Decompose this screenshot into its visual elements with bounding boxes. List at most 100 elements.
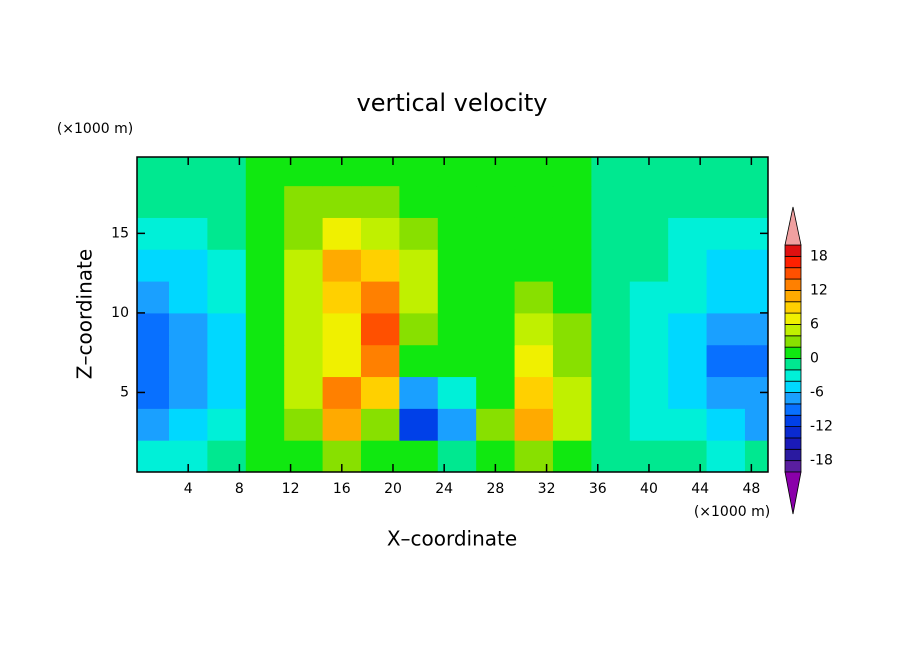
contour-cell [245,217,285,250]
contour-cell [245,312,285,346]
contour-cell [668,440,708,473]
contour-cell [591,408,631,441]
contour-cell [668,249,708,282]
contour-cell [514,217,554,250]
contour-cell [744,440,769,473]
colorbar-box [784,312,802,325]
colorbar-box [784,392,802,405]
contour-cell [629,408,669,441]
contour-cell [552,185,592,218]
contour-cell [284,376,324,409]
colorbar-box [784,369,802,382]
contour-cell [706,157,746,187]
contour-cell [322,376,362,409]
colorbar-box [784,278,802,291]
contour-cell [322,312,362,346]
colorbar-box [784,414,802,428]
contour-cell [168,344,208,378]
contour-cell [399,440,439,473]
contour-cell [322,249,362,282]
x-tick-label: 40 [640,481,658,497]
contour-cell [476,217,516,250]
contour-cell [137,157,170,187]
y-axis-label: Z–coordinate [73,249,97,379]
contour-cell [476,312,516,346]
colorbar-box [784,460,802,473]
colorbar-label: -18 [810,453,833,469]
contour-cell [476,249,516,282]
contour-cell [245,157,285,187]
contour-cell [552,312,592,346]
x-tick-label: 4 [184,481,193,497]
colorbar-box [784,358,802,371]
colorbar-label: 18 [810,248,828,264]
x-tick-label: 20 [384,481,402,497]
contour-cell [552,217,592,250]
contour-cell [284,185,324,218]
contour-cell [360,157,400,187]
contour-cell [168,408,208,441]
contour-cell [476,344,516,378]
contour-cell [168,281,208,314]
contour-cell [399,376,439,409]
contour-cell [668,217,708,250]
contour-cell [668,408,708,441]
y-tick-label: 10 [111,305,129,321]
contour-cell [245,185,285,218]
contour-cell [322,408,362,441]
contour-cell [437,312,477,346]
x-tick-label: 12 [282,481,300,497]
contour-cell [514,440,554,473]
x-tick-label: 28 [486,481,504,497]
contour-cell [360,440,400,473]
contour-cell [360,408,400,441]
contour-cell [207,312,247,346]
contour-cell [245,281,285,314]
contour-cell [552,281,592,314]
contour-cell [284,312,324,346]
contour-cell [360,249,400,282]
colorbar-label: 12 [810,282,828,298]
contour-cell [744,344,769,378]
contour-cell [552,344,592,378]
colorbar-box [784,426,802,439]
colorbar-box [784,267,802,280]
contour-cell [668,185,708,218]
contour-cell [629,281,669,314]
contour-cell [744,408,769,441]
contour-cell [399,157,439,187]
colorbar-box [784,437,802,450]
colorbar-label: 6 [810,316,819,332]
colorbar-box [784,346,802,359]
contour-cell [360,281,400,314]
colorbar-label: -12 [810,419,833,435]
contour-cell [360,312,400,346]
contour-cell [168,312,208,346]
x-tick-label: 32 [538,481,556,497]
contour-cell [137,344,170,378]
contour-cell [437,249,477,282]
contour-cell [744,312,769,346]
contour-cell [591,217,631,250]
contour-cell [322,281,362,314]
contour-cell [360,344,400,378]
contour-cell [137,281,170,314]
contour-cell [476,185,516,218]
colorbar-box [784,324,802,337]
contour-cell [629,376,669,409]
contour-cell [437,217,477,250]
contour-cell [706,312,746,346]
contour-cell [668,157,708,187]
contour-cell [629,249,669,282]
contour-cell [207,281,247,314]
contour-cell [552,157,592,187]
contour-cell [706,249,746,282]
contour-cell [137,440,170,473]
x-unit: (×1000 m) [694,504,770,520]
y-tick-label: 15 [111,225,129,241]
contour-cell [514,185,554,218]
contour-cell [137,312,170,346]
colorbar-box [784,403,802,416]
contour-cell [168,376,208,409]
contour-cell [668,281,708,314]
